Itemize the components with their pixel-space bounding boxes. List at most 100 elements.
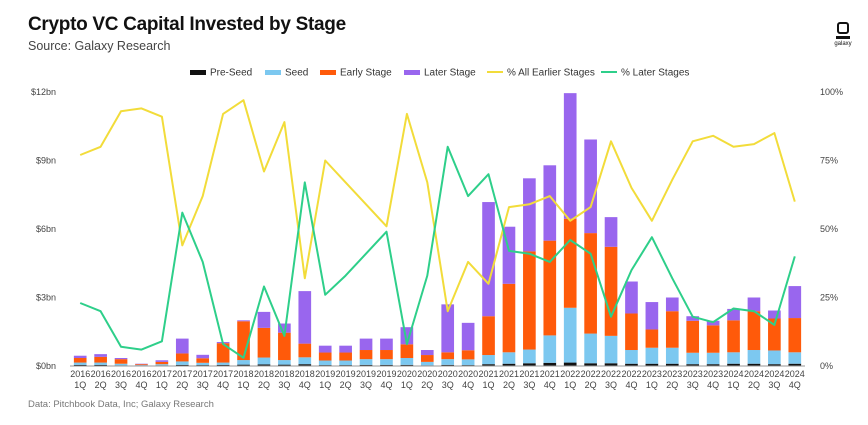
x-tick-quarter: 2Q <box>503 380 515 390</box>
bar-later <box>523 178 536 252</box>
bar-later <box>563 93 577 219</box>
chart-subtitle: Source: Galaxy Research <box>28 39 171 53</box>
x-tick-quarter: 4Q <box>789 380 801 390</box>
bar-pre-seed <box>584 363 597 366</box>
x-tick-year: 2022 <box>560 369 580 379</box>
bar-later <box>155 360 169 362</box>
bar-seed <box>645 347 659 364</box>
y-right-tick-label: 100% <box>820 87 843 97</box>
bar-later <box>604 217 618 247</box>
bar-seed <box>380 359 393 365</box>
y-right-tick-label: 75% <box>820 156 838 166</box>
bar-seed <box>196 362 210 366</box>
x-tick-year: 2017 <box>213 369 233 379</box>
bar-seed <box>665 347 679 364</box>
bar-early <box>523 251 536 350</box>
x-tick-quarter: 1Q <box>728 380 740 390</box>
logo-mark-icon <box>837 22 849 34</box>
x-tick-year: 2017 <box>193 369 213 379</box>
bar-early <box>237 321 250 361</box>
bar-later <box>318 345 332 353</box>
x-tick-year: 2023 <box>703 369 723 379</box>
y-right-tick-label: 0% <box>820 361 833 371</box>
bar-later <box>768 310 781 319</box>
bar-seed <box>563 307 577 363</box>
bar-later <box>420 350 434 356</box>
x-tick-year: 2021 <box>540 369 560 379</box>
bar-early <box>155 361 169 365</box>
bar-pre-seed <box>400 364 414 366</box>
bar-early <box>768 318 781 351</box>
x-tick-year: 2019 <box>315 369 335 379</box>
x-tick-quarter: 2Q <box>666 380 678 390</box>
bar-pre-seed <box>686 364 700 366</box>
bar-later <box>298 291 312 344</box>
x-tick-quarter: 4Q <box>135 380 147 390</box>
bar-pre-seed <box>216 364 230 366</box>
bar-early <box>196 358 210 363</box>
x-tick-year: 2024 <box>785 369 805 379</box>
bar-pre-seed <box>175 364 189 366</box>
bar-pre-seed <box>768 364 781 366</box>
bar-early <box>175 353 189 362</box>
bar-seed <box>298 357 312 365</box>
bar-seed <box>359 359 373 365</box>
x-tick-quarter: 2Q <box>258 380 270 390</box>
bar-seed <box>73 362 87 365</box>
bar-pre-seed <box>747 363 761 366</box>
bar-early <box>135 364 148 366</box>
x-tick-quarter: 3Q <box>605 380 617 390</box>
bar-early <box>114 359 128 364</box>
x-tick-year: 2018 <box>254 369 274 379</box>
bar-seed <box>768 350 781 365</box>
bar-seed <box>747 350 761 364</box>
y-left-tick-label: $6bn <box>36 224 56 234</box>
x-tick-year: 2016 <box>91 369 111 379</box>
bar-early <box>359 350 373 360</box>
x-tick-year: 2020 <box>397 369 417 379</box>
bar-pre-seed <box>73 364 87 366</box>
x-tick-quarter: 2Q <box>421 380 433 390</box>
bar-seed <box>788 352 802 364</box>
x-tick-quarter: 4Q <box>625 380 637 390</box>
x-tick-year: 2024 <box>764 369 784 379</box>
bar-later <box>278 323 291 333</box>
x-tick-quarter: 3Q <box>442 380 454 390</box>
x-tick-year: 2016 <box>131 369 151 379</box>
x-tick-quarter: 2Q <box>176 380 188 390</box>
bar-seed <box>257 357 271 365</box>
x-tick-quarter: 3Q <box>768 380 780 390</box>
bar-seed <box>604 335 618 364</box>
lines <box>79 99 796 359</box>
bar-later <box>359 338 373 351</box>
bar-later <box>441 304 455 353</box>
x-tick-year: 2019 <box>356 369 376 379</box>
bar-seed <box>686 352 700 365</box>
x-tick-year: 2020 <box>438 369 458 379</box>
y-left-tick-label: $12bn <box>31 87 56 97</box>
bar-early <box>625 313 638 351</box>
x-tick-year: 2022 <box>621 369 641 379</box>
bar-later <box>339 345 352 353</box>
bar-pre-seed <box>359 364 373 366</box>
x-tick-year: 2017 <box>172 369 192 379</box>
x-tick-year: 2019 <box>336 369 356 379</box>
bar-pre-seed <box>278 364 291 366</box>
bar-seed <box>400 358 414 365</box>
bar-early <box>257 327 271 358</box>
x-tick-quarter: 4Q <box>217 380 229 390</box>
bar-later <box>461 322 475 351</box>
x-tick-year: 2021 <box>519 369 539 379</box>
x-tick-quarter: 3Q <box>115 380 127 390</box>
bar-early <box>645 329 659 348</box>
bar-early <box>747 311 761 351</box>
bar-seed <box>420 361 434 366</box>
bar-later <box>196 354 210 359</box>
bar-seed <box>441 359 455 365</box>
bar-early <box>706 325 720 353</box>
bar-later <box>788 286 802 319</box>
bar-early <box>563 218 577 308</box>
bar-seed <box>94 362 107 365</box>
y-left-tick-label: $0bn <box>36 361 56 371</box>
bar-seed <box>502 352 516 364</box>
